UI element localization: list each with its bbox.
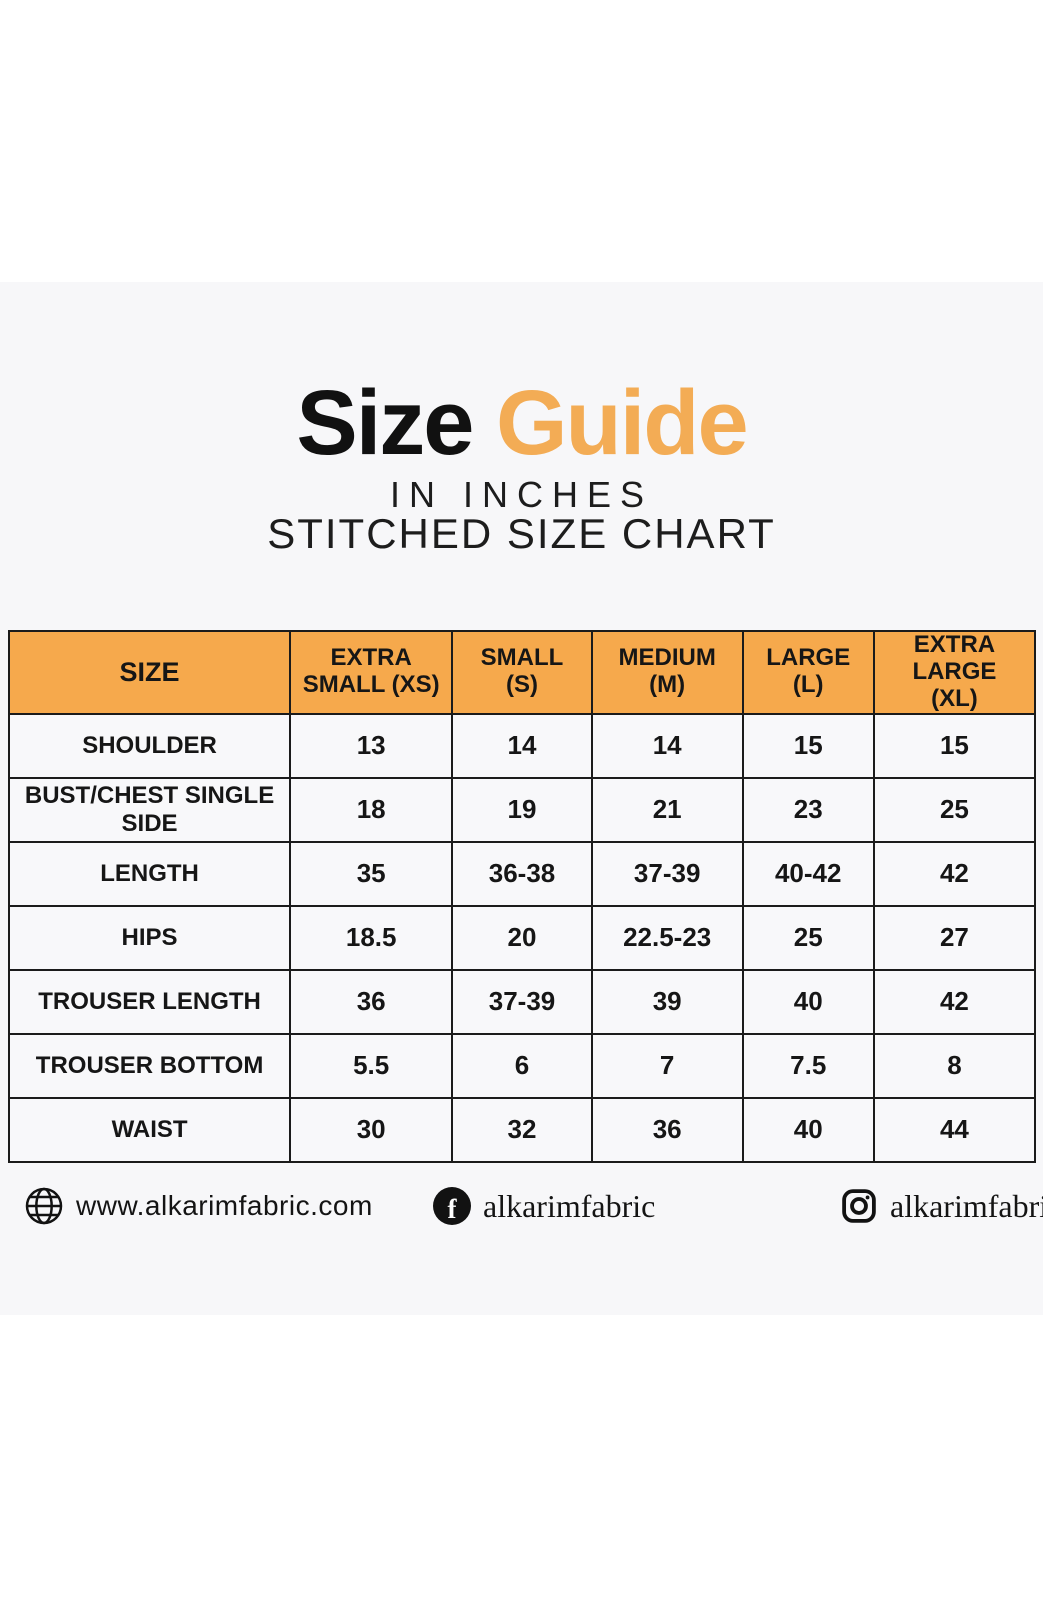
table-cell: 35	[289, 840, 454, 907]
table-row-bust-chest: BUST/CHEST SINGLE SIDE 18 19 21 23 25	[7, 776, 1037, 843]
facebook-handle: alkarimfabric	[483, 1187, 656, 1224]
table-cell: 22.5-23	[590, 904, 744, 971]
table-cell: 14	[590, 712, 744, 779]
table-cell: 15	[741, 712, 875, 779]
table-cell: 25	[872, 776, 1037, 843]
header-cell-medium: MEDIUM (M)	[590, 630, 744, 715]
header-cell-large: LARGE (L)	[741, 630, 875, 715]
instagram-icon	[840, 1187, 878, 1225]
table-header-row: SIZE EXTRA SMALL (XS) SMALL (S) MEDIUM (…	[7, 630, 1037, 715]
table-cell: 36	[590, 1096, 744, 1163]
title-word-size: Size	[296, 372, 474, 474]
table-cell: 36	[289, 968, 454, 1035]
table-cell: 40	[741, 968, 875, 1035]
table-cell: 25	[741, 904, 875, 971]
row-label: TROUSER LENGTH	[7, 968, 292, 1035]
table-cell: 39	[590, 968, 744, 1035]
row-label: HIPS	[7, 904, 292, 971]
table-cell: 40-42	[741, 840, 875, 907]
table-cell: 14	[451, 712, 593, 779]
title-word-guide: Guide	[495, 372, 749, 474]
instagram-contact: alkarimfabrics	[840, 1184, 1043, 1228]
table-row-length: LENGTH 35 36-38 37-39 40-42 42	[7, 840, 1037, 907]
table-cell: 18.5	[289, 904, 454, 971]
table-cell: 19	[451, 776, 593, 843]
table-row-hips: HIPS 18.5 20 22.5-23 25 27	[7, 904, 1037, 971]
facebook-contact: f alkarimfabric	[433, 1184, 655, 1228]
row-label: SHOULDER	[7, 712, 292, 779]
website-contact: www.alkarimfabric.com	[24, 1184, 373, 1228]
table-cell: 20	[451, 904, 593, 971]
header-cell-extra-large: EXTRA LARGE (XL)	[872, 630, 1037, 715]
header-cell-extra-small: EXTRA SMALL (XS)	[289, 630, 454, 715]
row-label: LENGTH	[7, 840, 292, 907]
row-label: WAIST	[7, 1096, 292, 1163]
table-cell: 23	[741, 776, 875, 843]
table-row-trouser-length: TROUSER LENGTH 36 37-39 39 40 42	[7, 968, 1037, 1035]
table-cell: 27	[872, 904, 1037, 971]
table-row-shoulder: SHOULDER 13 14 14 15 15	[7, 712, 1037, 779]
page-title: Size Guide	[0, 377, 1043, 469]
table-cell: 6	[451, 1032, 593, 1099]
table-cell: 37-39	[590, 840, 744, 907]
website-url: www.alkarimfabric.com	[76, 1190, 373, 1221]
table-cell: 37-39	[451, 968, 593, 1035]
table-cell: 21	[590, 776, 744, 843]
table-cell: 7.5	[741, 1032, 875, 1099]
globe-icon	[24, 1186, 64, 1226]
subtitle-in-inches: IN INCHES	[389, 474, 654, 515]
header-cell-small: SMALL (S)	[451, 630, 593, 715]
size-chart-table: SIZE EXTRA SMALL (XS) SMALL (S) MEDIUM (…	[7, 630, 1037, 1163]
table-cell: 30	[289, 1096, 454, 1163]
table-cell: 13	[289, 712, 454, 779]
table-cell: 36-38	[451, 840, 593, 907]
row-label: TROUSER BOTTOM	[7, 1032, 292, 1099]
header-cell-size: SIZE	[7, 630, 292, 715]
table-cell: 40	[741, 1096, 875, 1163]
subtitle-stitched-size-chart: STITCHED SIZE CHART	[267, 510, 776, 557]
table-cell: 42	[872, 840, 1037, 907]
row-label: BUST/CHEST SINGLE SIDE	[7, 776, 292, 843]
table-cell: 7	[590, 1032, 744, 1099]
table-row-waist: WAIST 30 32 36 40 44	[7, 1096, 1037, 1163]
table-cell: 15	[872, 712, 1037, 779]
size-guide-poster: Size Guide IN INCHES STITCHED SIZE CHART…	[0, 282, 1043, 1315]
table-cell: 32	[451, 1096, 593, 1163]
table-cell: 8	[872, 1032, 1037, 1099]
table-cell: 42	[872, 968, 1037, 1035]
instagram-handle: alkarimfabrics	[890, 1187, 1043, 1224]
table-cell: 5.5	[289, 1032, 454, 1099]
table-cell: 44	[872, 1096, 1037, 1163]
table-cell: 18	[289, 776, 454, 843]
table-row-trouser-bottom: TROUSER BOTTOM 5.5 6 7 7.5 8	[7, 1032, 1037, 1099]
facebook-icon: f	[433, 1187, 471, 1225]
